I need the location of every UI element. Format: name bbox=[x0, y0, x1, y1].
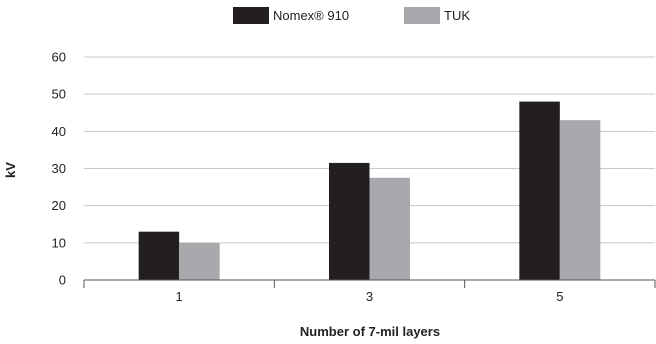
bar-tuk-3 bbox=[369, 177, 410, 280]
x-tick-label: 3 bbox=[366, 289, 373, 304]
x-axis: 1 3 5 bbox=[83, 279, 656, 304]
x-axis-title: Number of 7-mil layers bbox=[300, 324, 440, 339]
bar-nomex-5 bbox=[519, 101, 560, 280]
y-tick-label: 20 bbox=[52, 198, 66, 213]
legend-swatch-tuk bbox=[404, 7, 440, 24]
x-tick-label: 5 bbox=[556, 289, 563, 304]
y-tick-label: 40 bbox=[52, 124, 66, 139]
y-tick-label: 50 bbox=[52, 87, 66, 102]
y-tick-label: 0 bbox=[59, 273, 66, 288]
bar-nomex-1 bbox=[138, 231, 180, 280]
y-tick-label: 60 bbox=[52, 50, 66, 65]
bars bbox=[138, 101, 601, 280]
y-axis-title: kV bbox=[3, 162, 18, 178]
x-tick-label: 1 bbox=[176, 289, 183, 304]
bar-tuk-1 bbox=[179, 242, 220, 280]
bar-tuk-5 bbox=[559, 120, 601, 280]
legend: Nomex® 910 TUK bbox=[233, 7, 470, 24]
legend-swatch-nomex bbox=[233, 7, 269, 24]
bar-nomex-3 bbox=[329, 162, 370, 280]
legend-label-tuk: TUK bbox=[444, 8, 470, 23]
y-axis-ticks: 0 10 20 30 40 50 60 bbox=[52, 50, 66, 288]
legend-label-nomex: Nomex® 910 bbox=[273, 8, 349, 23]
y-tick-label: 10 bbox=[52, 235, 66, 250]
y-tick-label: 30 bbox=[52, 161, 66, 176]
